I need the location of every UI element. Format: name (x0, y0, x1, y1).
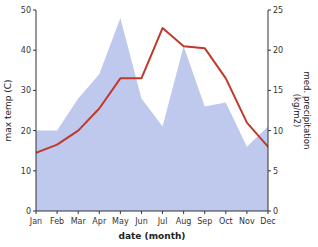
x-tick (204, 211, 205, 214)
x-tick (78, 211, 79, 214)
plot-area (36, 18, 268, 211)
x-tick-label: Feb (50, 217, 64, 226)
x-tick-label: Jun (134, 217, 148, 226)
y-tick-label: 30 (21, 86, 31, 95)
x-tick (99, 211, 100, 214)
y-tick (33, 90, 36, 91)
x-tick-label: Oct (219, 217, 233, 226)
y2-tick (268, 90, 271, 91)
y2-axis-label: med. precipitation(kg/m2) (292, 72, 312, 150)
axes: JanFebMarAprMayJunJulAugSepOctNovDec0102… (21, 6, 283, 226)
y2-tick-label: 10 (273, 127, 283, 136)
x-axis-label: date (month) (119, 231, 186, 241)
y2-tick (268, 50, 271, 51)
y-tick-label: 40 (21, 46, 31, 55)
x-axis-line (36, 211, 268, 212)
precipitation-area (36, 18, 268, 211)
x-tick-label: Nov (239, 217, 255, 226)
x-tick (141, 211, 142, 214)
x-tick-label: Dec (260, 217, 275, 226)
y2-axis-line (268, 10, 269, 211)
y-tick (33, 10, 36, 11)
chart: JanFebMarAprMayJunJulAugSepOctNovDec0102… (0, 0, 318, 247)
x-tick (57, 211, 58, 214)
y2-tick (268, 10, 271, 11)
y2-tick (268, 130, 271, 131)
y-tick-label: 20 (21, 127, 31, 136)
y-axis-label: max temp (C) (3, 79, 13, 141)
y2-axis-label-line: med. precipitation (302, 72, 312, 150)
x-tick (225, 211, 226, 214)
x-tick-label: Apr (92, 217, 107, 226)
x-tick (246, 211, 247, 214)
x-tick-label: Mar (71, 217, 87, 226)
x-tick-label: Aug (176, 217, 192, 226)
x-tick (120, 211, 121, 214)
y2-tick-label: 25 (273, 6, 283, 15)
x-tick (183, 211, 184, 214)
y2-axis-label-line: (kg/m2) (292, 94, 302, 128)
y2-tick-label: 5 (273, 167, 278, 176)
x-tick-label: Jan (29, 217, 42, 226)
temperature-line (36, 28, 268, 153)
x-tick (162, 211, 163, 214)
y2-tick-label: 15 (273, 86, 283, 95)
y-axis-line (36, 10, 37, 211)
y2-tick-label: 20 (273, 46, 283, 55)
y-tick-label: 0 (26, 207, 31, 216)
x-tick-label: Sep (197, 217, 212, 226)
y-tick (33, 50, 36, 51)
x-tick-label: Jul (157, 217, 168, 226)
y2-tick-label: 0 (273, 207, 278, 216)
x-tick-label: May (112, 217, 129, 226)
y-tick (33, 170, 36, 171)
y-tick-label: 10 (21, 167, 31, 176)
y-tick-label: 50 (21, 6, 31, 15)
y2-tick (268, 170, 271, 171)
y-tick (33, 211, 36, 212)
y-tick (33, 130, 36, 131)
y2-tick (268, 211, 271, 212)
